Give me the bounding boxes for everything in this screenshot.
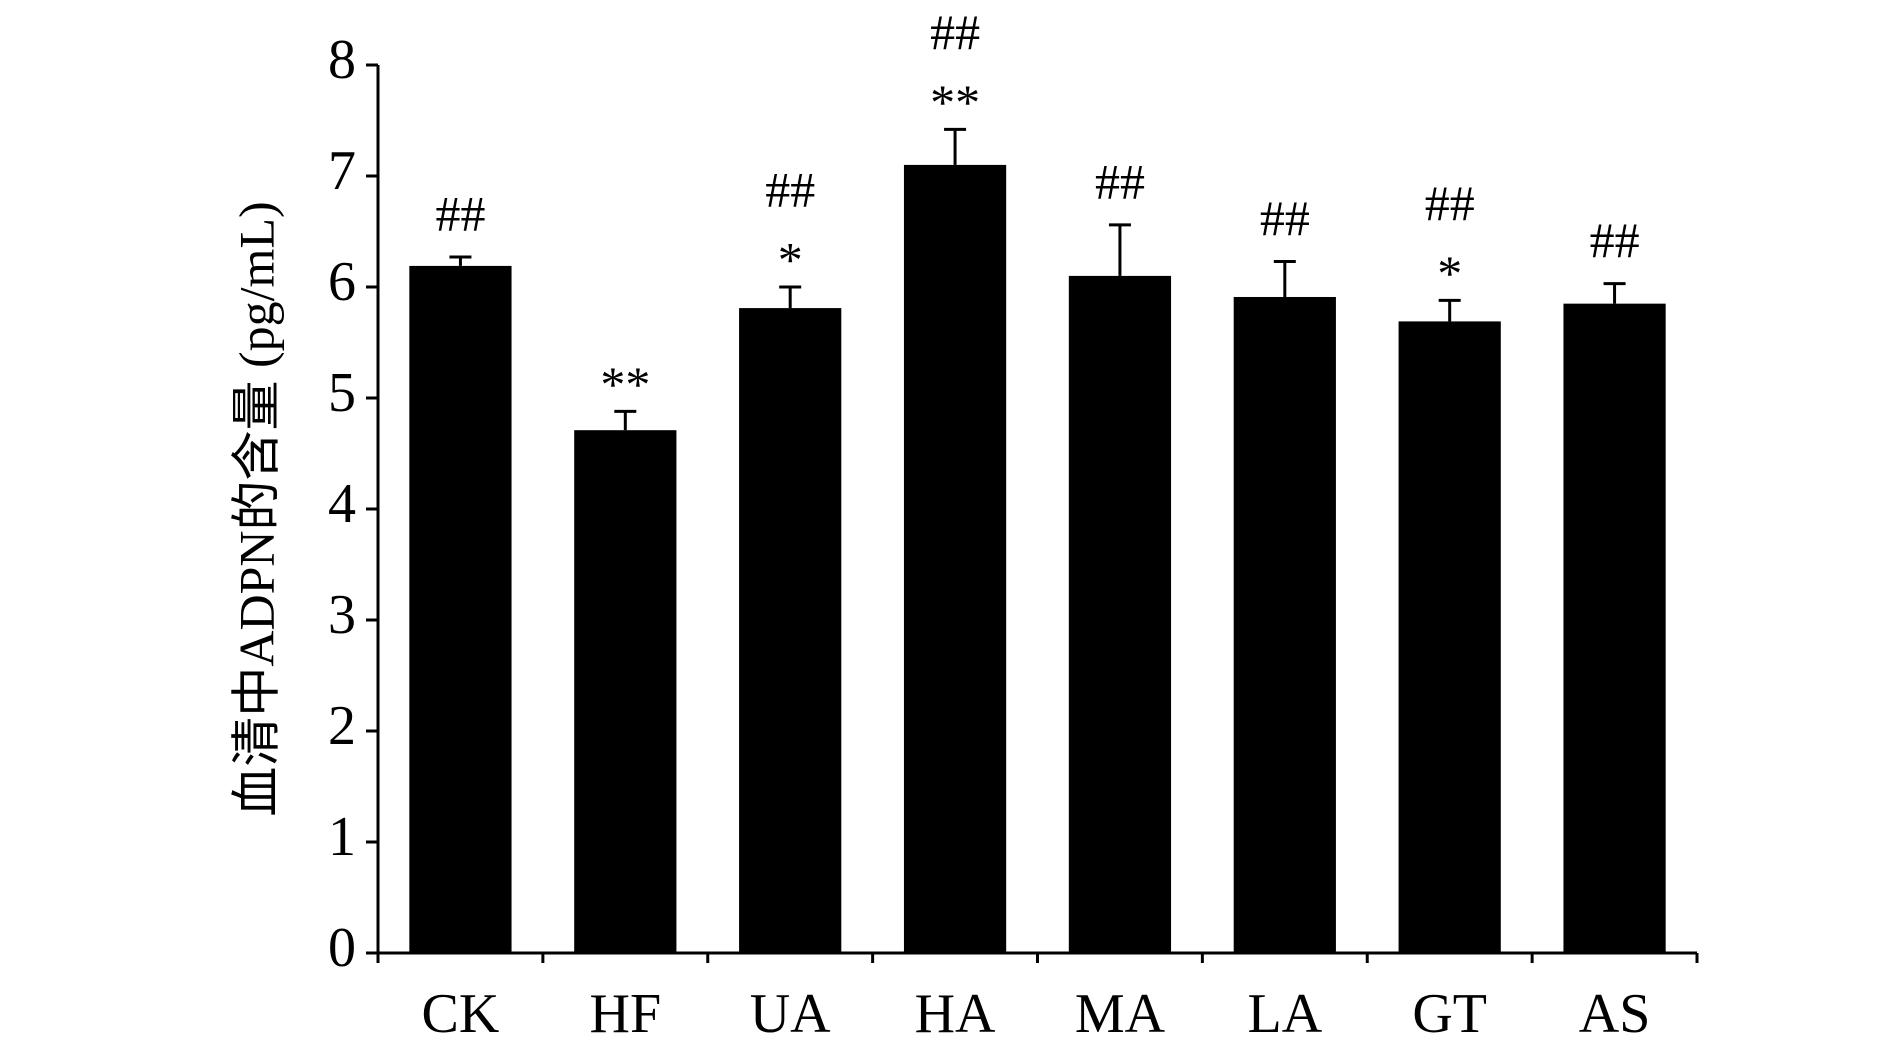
- x-tick-label: AS: [1579, 983, 1651, 1045]
- bar: [409, 265, 512, 953]
- significance-label: ##: [435, 185, 485, 241]
- bar: [1563, 303, 1666, 953]
- y-tick-label: 1: [328, 806, 356, 868]
- y-tick-label: 6: [328, 251, 356, 313]
- y-tick-label: 7: [328, 140, 356, 202]
- x-tick-label: LA: [1247, 983, 1322, 1045]
- y-axis-label: 血清中ADPN的含量 (pg/mL): [228, 201, 284, 816]
- significance-label: **: [600, 356, 650, 412]
- significance-label: ##: [765, 161, 815, 217]
- bar: [903, 164, 1007, 953]
- significance-label: ##: [1260, 190, 1310, 246]
- x-tick-label: UA: [750, 983, 831, 1045]
- bar: [1068, 275, 1172, 953]
- bar: [574, 430, 677, 953]
- x-tick-label: HF: [590, 983, 662, 1045]
- bar: [1233, 296, 1336, 953]
- x-tick-label: MA: [1075, 983, 1166, 1045]
- significance-label: *: [1437, 245, 1462, 301]
- significance-label: *: [778, 231, 803, 287]
- significance-label: ##: [1095, 153, 1145, 209]
- significance-label: ##: [1590, 212, 1640, 268]
- bar: [1398, 321, 1501, 953]
- x-tick-label: CK: [422, 983, 500, 1045]
- y-tick-label: 0: [328, 917, 356, 979]
- y-tick-label: 5: [328, 362, 356, 424]
- significance-label: ##: [1425, 175, 1475, 231]
- y-tick-label: 3: [328, 584, 356, 646]
- x-tick-label: GT: [1412, 983, 1487, 1045]
- y-tick-label: 8: [328, 29, 356, 91]
- bar: [739, 308, 842, 954]
- significance-label: **: [930, 74, 980, 130]
- y-tick-label: 2: [328, 695, 356, 757]
- x-tick-label: HA: [915, 983, 996, 1045]
- y-tick-label: 4: [328, 473, 356, 535]
- significance-label: ##: [930, 4, 980, 60]
